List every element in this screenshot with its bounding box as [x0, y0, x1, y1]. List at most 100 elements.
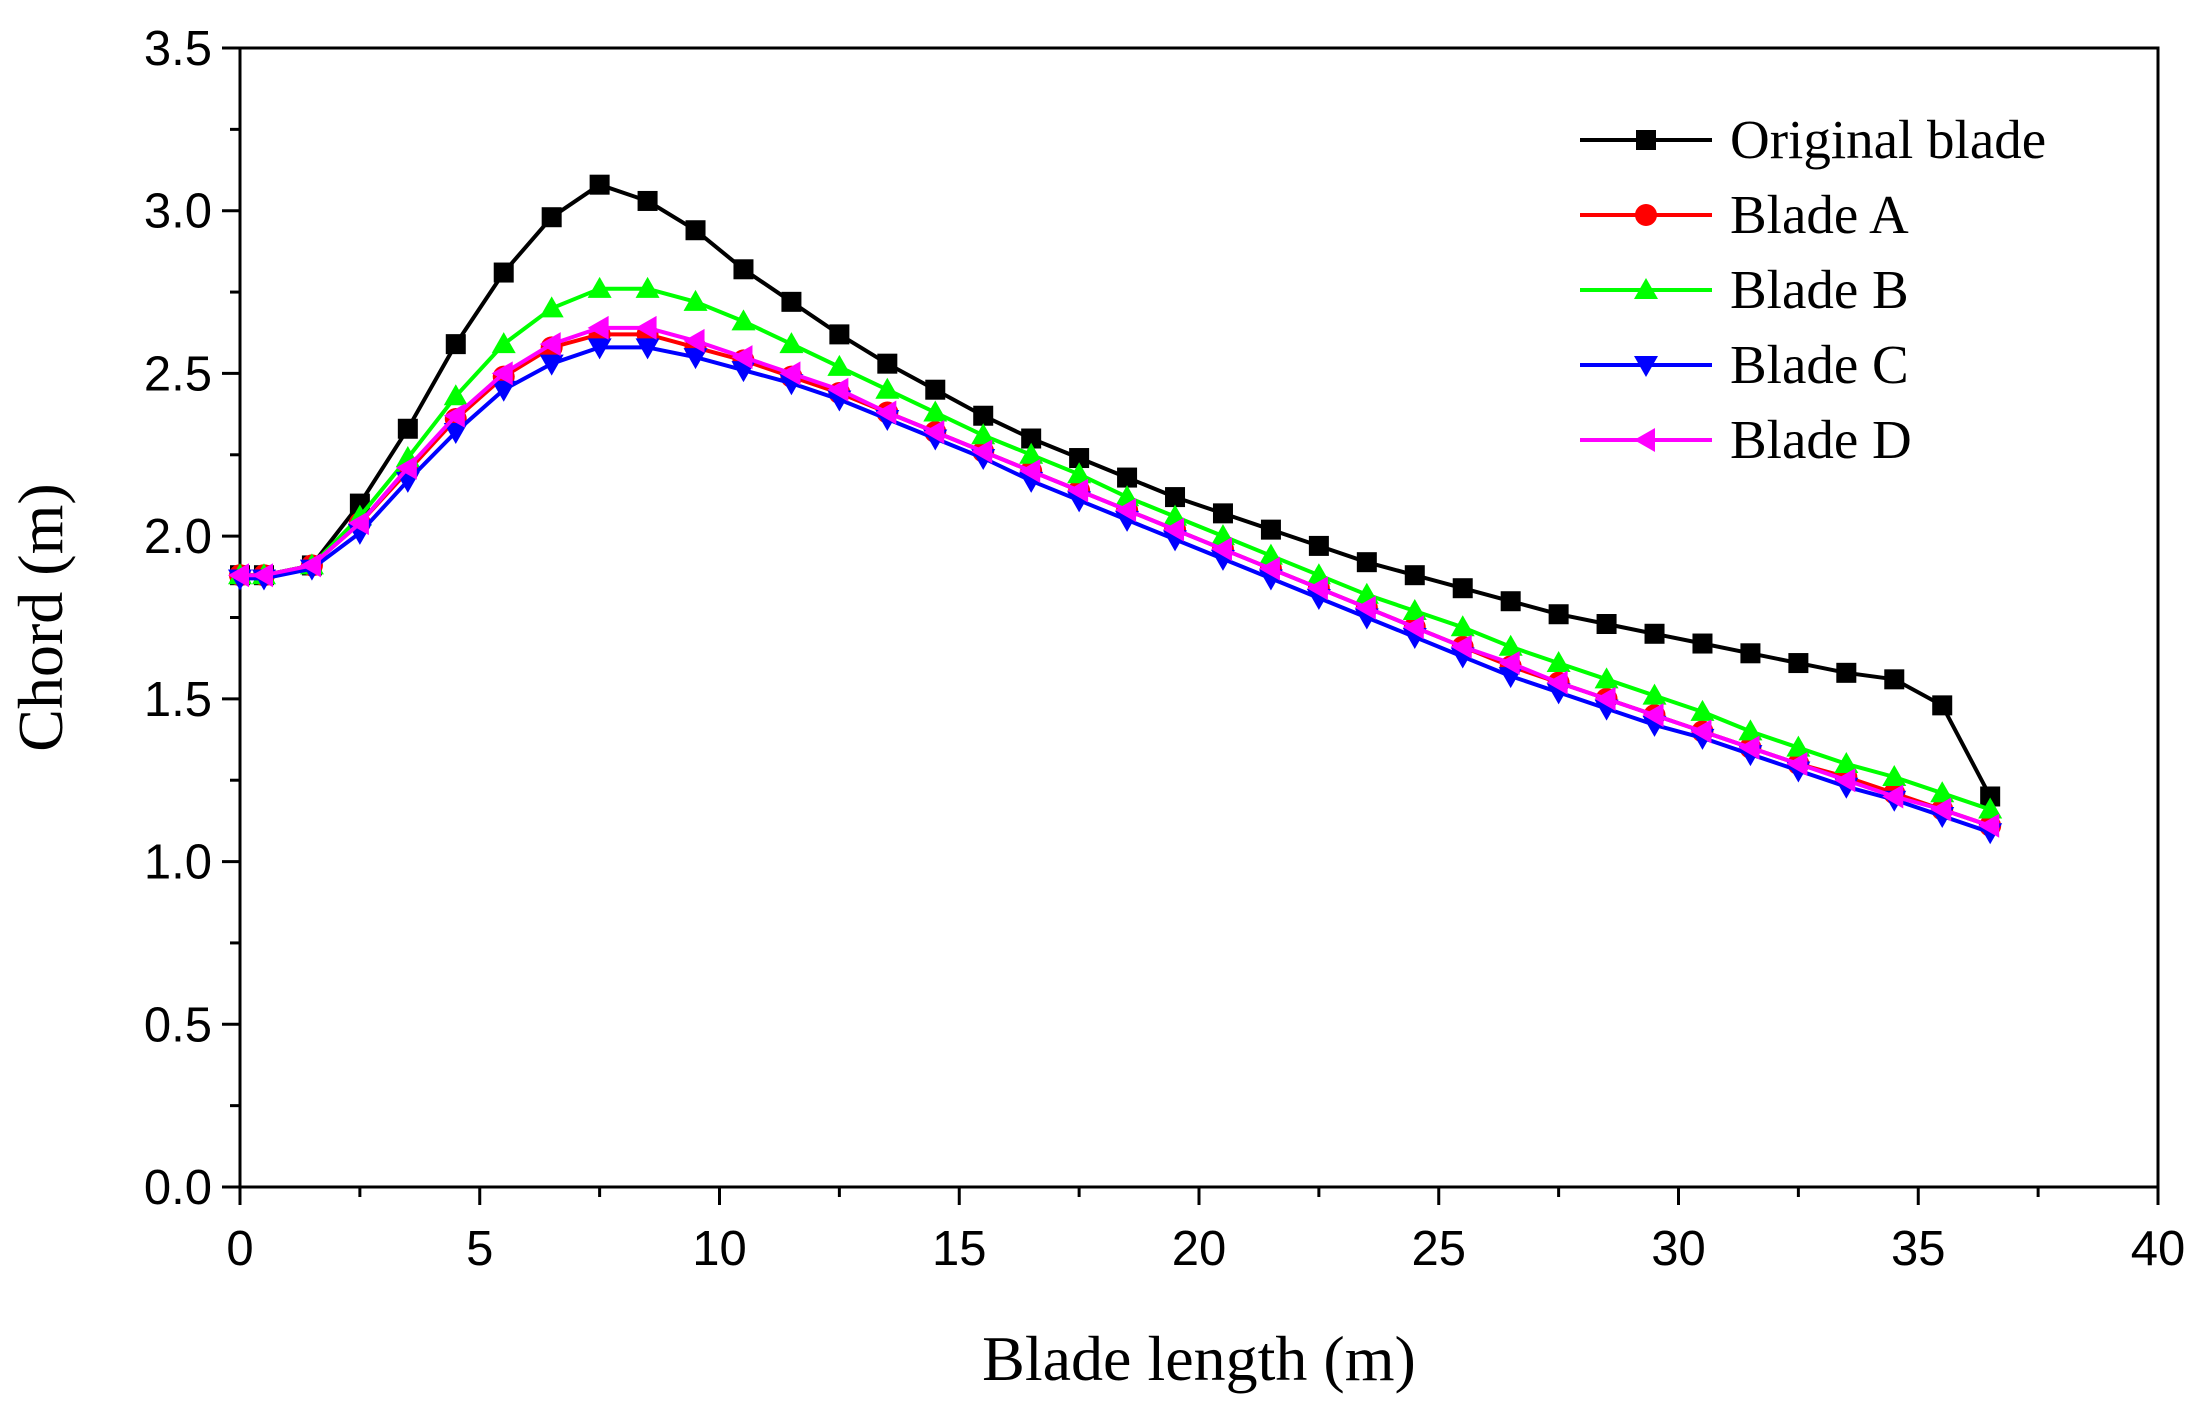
- data-point-blade-d: [923, 420, 945, 445]
- data-point-blade-d: [251, 563, 273, 588]
- legend-entry-blade-c: Blade C: [1580, 334, 1909, 395]
- legend-entry-original-blade: Original blade: [1580, 109, 2046, 170]
- series-line-blade-b: [240, 286, 1991, 812]
- data-point-blade-b: [635, 276, 660, 298]
- y-axis: 0.0 0.5 1.0 1.5 2.0 2.5 3.0 3.5: [144, 22, 240, 1215]
- data-point-original-blade: [1069, 448, 1090, 469]
- data-point-original-blade: [1308, 535, 1329, 556]
- data-point-blade-d: [1498, 651, 1520, 676]
- data-point-blade-d: [1163, 517, 1185, 542]
- legend: Original blade Blade A Blade B Blade C Blade…: [1580, 109, 2046, 470]
- data-point-blade-c: [587, 338, 612, 360]
- data-point-blade-d: [491, 361, 513, 386]
- data-point-blade-b: [1642, 683, 1667, 705]
- data-point-original-blade: [1596, 614, 1617, 635]
- x-tick-label: 15: [932, 1222, 987, 1276]
- data-point-original-blade: [685, 220, 706, 241]
- data-point-blade-d: [1690, 719, 1712, 744]
- legend-label: Blade A: [1730, 184, 1909, 245]
- data-point-blade-b: [731, 309, 756, 331]
- data-point-original-blade: [1980, 786, 2001, 807]
- series-blade-d: [228, 315, 2000, 838]
- y-tick-label: 3.5: [144, 22, 212, 76]
- data-point-blade-b: [923, 400, 948, 422]
- data-point-original-blade: [1117, 467, 1138, 488]
- data-point-blade-d: [395, 455, 417, 480]
- data-point-blade-b: [683, 289, 708, 311]
- series-layer: [228, 174, 2003, 845]
- data-point-blade-d: [779, 361, 801, 386]
- x-tick-label: 30: [1651, 1222, 1706, 1276]
- data-point-blade-b: [1882, 764, 1907, 786]
- legend-swatch-marker: [1634, 356, 1658, 377]
- data-point-blade-d: [1306, 576, 1328, 601]
- data-point-original-blade: [445, 334, 466, 355]
- data-point-blade-d: [539, 332, 561, 357]
- data-point-blade-c: [539, 354, 564, 376]
- data-point-blade-b: [971, 423, 996, 445]
- x-tick-label: 5: [466, 1222, 493, 1276]
- data-point-original-blade: [1404, 565, 1425, 586]
- legend-entry-blade-a: Blade A: [1580, 184, 1909, 245]
- data-point-blade-d: [299, 553, 321, 578]
- legend-label: Blade D: [1730, 409, 1912, 470]
- y-tick-label: 1.5: [144, 673, 212, 727]
- data-point-original-blade: [1884, 669, 1905, 690]
- data-point-blade-b: [539, 296, 564, 318]
- data-point-original-blade: [1165, 487, 1186, 508]
- data-point-original-blade: [1836, 662, 1857, 683]
- data-point-blade-d: [587, 315, 609, 340]
- legend-label: Original blade: [1730, 109, 2046, 170]
- data-point-blade-b: [491, 332, 516, 354]
- legend-label: Blade C: [1730, 334, 1909, 395]
- data-point-original-blade: [973, 405, 994, 426]
- data-point-blade-c: [443, 423, 468, 445]
- legend-label: Blade B: [1730, 259, 1909, 320]
- data-point-blade-d: [1115, 498, 1137, 523]
- data-point-blade-b: [1978, 797, 2003, 819]
- data-point-original-blade: [1644, 623, 1665, 644]
- data-point-blade-b: [827, 354, 852, 376]
- data-point-blade-d: [1019, 459, 1041, 484]
- y-axis-title: Chord (m): [5, 483, 76, 751]
- x-tick-label: 0: [226, 1222, 253, 1276]
- data-point-original-blade: [589, 174, 610, 195]
- data-point-blade-b: [875, 377, 900, 399]
- data-point-blade-d: [875, 400, 897, 425]
- data-point-blade-d: [1642, 703, 1664, 728]
- x-axis: 0 5 10 15 20 25 30 35 40: [226, 1187, 2185, 1276]
- data-point-original-blade: [493, 262, 514, 283]
- data-point-blade-b: [1498, 634, 1523, 656]
- y-tick-label: 0.5: [144, 998, 212, 1052]
- legend-swatch-marker: [1635, 204, 1657, 226]
- x-tick-label: 20: [1172, 1222, 1227, 1276]
- data-point-blade-d: [1546, 670, 1568, 695]
- legend-entry-blade-d: Blade D: [1580, 409, 1912, 470]
- data-point-original-blade: [1452, 578, 1473, 599]
- data-point-blade-b: [1594, 667, 1619, 689]
- legend-swatch-marker: [1634, 278, 1658, 299]
- data-point-original-blade: [1260, 519, 1281, 540]
- data-point-blade-b: [443, 384, 468, 406]
- data-point-blade-d: [731, 345, 753, 370]
- data-point-blade-d: [1402, 615, 1424, 640]
- data-point-original-blade: [1548, 604, 1569, 625]
- data-point-blade-c: [635, 338, 660, 360]
- data-point-original-blade: [1356, 552, 1377, 573]
- data-point-blade-d: [1738, 735, 1760, 760]
- series-line-blade-d: [240, 325, 1991, 828]
- data-point-original-blade: [397, 418, 418, 439]
- data-point-original-blade: [1500, 591, 1521, 612]
- y-tick-label: 1.0: [144, 836, 212, 890]
- data-point-blade-b: [1402, 598, 1427, 620]
- data-point-blade-d: [635, 315, 657, 340]
- data-point-original-blade: [829, 324, 850, 345]
- data-point-blade-b: [1930, 781, 1955, 803]
- data-point-blade-b: [1786, 735, 1811, 757]
- data-point-original-blade: [1692, 633, 1713, 654]
- data-point-blade-d: [1258, 556, 1280, 581]
- data-point-original-blade: [1788, 653, 1809, 674]
- y-tick-label: 3.0: [144, 185, 212, 239]
- data-point-blade-d: [971, 439, 993, 464]
